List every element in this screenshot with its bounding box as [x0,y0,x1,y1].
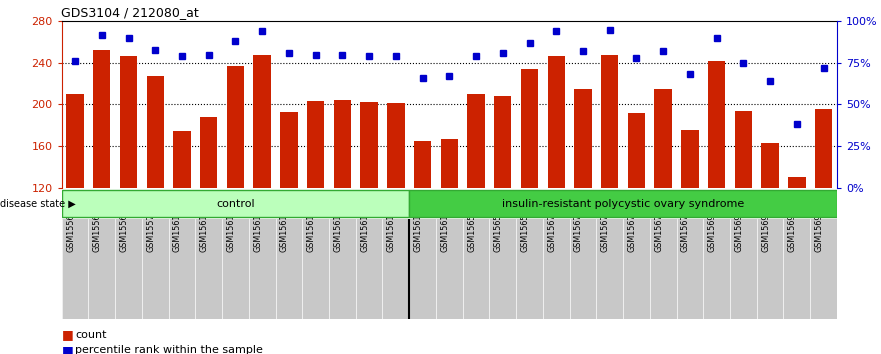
Text: GSM156179: GSM156179 [307,203,315,252]
Text: ■: ■ [62,328,78,341]
Bar [735,111,752,188]
Bar [174,131,190,188]
Text: GSM156176: GSM156176 [226,203,235,252]
Text: GSM156187: GSM156187 [440,203,449,252]
Bar [146,76,164,188]
Text: GSM156948: GSM156948 [735,203,744,252]
Text: disease state ▶: disease state ▶ [0,199,76,209]
Text: GSM156510: GSM156510 [467,203,476,252]
Text: GSM156184: GSM156184 [387,203,396,252]
Bar [200,117,218,188]
Bar [601,55,618,188]
Bar [815,109,833,188]
Bar [548,56,565,188]
Text: GSM156950: GSM156950 [788,203,796,252]
Text: GSM156171: GSM156171 [200,203,209,252]
Bar [307,101,324,188]
Text: ■: ■ [62,344,78,354]
Text: GSM156512: GSM156512 [521,203,529,252]
Bar [761,143,779,188]
Bar [494,96,512,188]
Text: GSM156750: GSM156750 [574,203,583,252]
Bar [93,50,110,188]
Text: GSM156181: GSM156181 [360,203,369,252]
Bar [409,190,837,217]
Text: GSM155729: GSM155729 [146,203,155,252]
Text: GSM156752: GSM156752 [627,203,636,252]
Bar [708,61,725,188]
Text: GSM155644: GSM155644 [120,203,129,252]
Bar [414,141,432,188]
Bar [467,94,485,188]
Text: GSM156753: GSM156753 [655,203,663,252]
Text: GSM156511: GSM156511 [493,203,503,252]
Bar [440,139,458,188]
Text: GSM156751: GSM156751 [601,203,610,252]
Text: GSM156180: GSM156180 [333,203,343,252]
Text: GSM156186: GSM156186 [413,203,423,252]
Bar [66,94,84,188]
Bar [681,130,699,188]
Text: GSM156170: GSM156170 [173,203,182,252]
Text: GSM156949: GSM156949 [761,203,770,252]
Bar [120,56,137,188]
Text: GSM156763: GSM156763 [681,203,690,252]
Bar [521,69,538,188]
Text: control: control [216,199,255,209]
Bar [62,190,409,217]
Bar [628,113,645,188]
Text: GSM156951: GSM156951 [815,203,824,252]
Bar [334,100,351,188]
Text: GSM156749: GSM156749 [547,203,556,252]
Bar [360,102,378,188]
Text: GSM155631: GSM155631 [66,203,75,252]
Bar [655,89,672,188]
Bar [574,89,592,188]
Text: GDS3104 / 212080_at: GDS3104 / 212080_at [61,6,198,19]
Text: GSM156178: GSM156178 [280,203,289,252]
Bar [226,66,244,188]
Bar [788,177,805,188]
Text: insulin-resistant polycystic ovary syndrome: insulin-resistant polycystic ovary syndr… [502,199,744,209]
Text: count: count [75,330,107,339]
Bar [280,112,298,188]
Text: GSM156946: GSM156946 [707,203,716,252]
Text: GSM156177: GSM156177 [253,203,263,252]
Bar [254,55,270,188]
Text: percentile rank within the sample: percentile rank within the sample [75,346,263,354]
Text: GSM155643: GSM155643 [93,203,102,252]
Bar [387,103,404,188]
